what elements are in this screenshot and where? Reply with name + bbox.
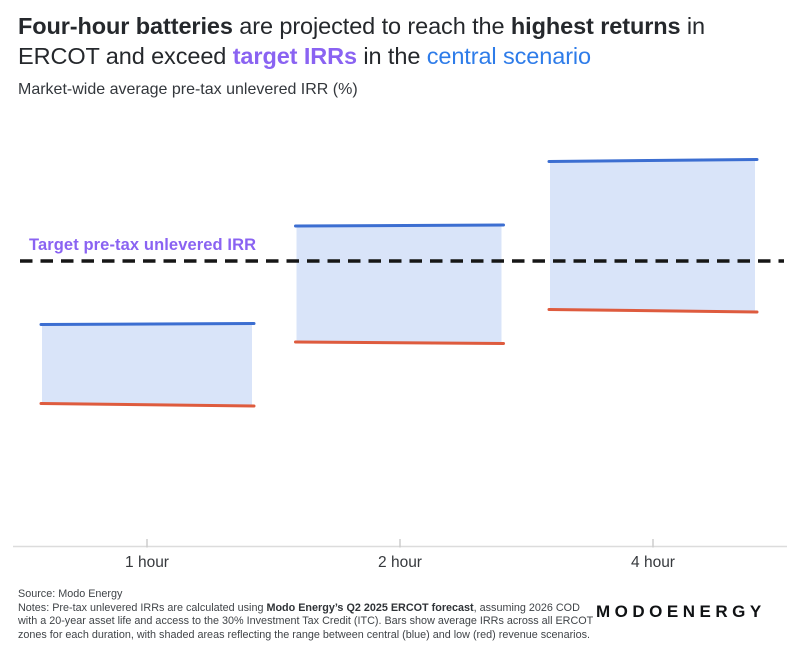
source-line: Source: Modo Energy — [18, 588, 123, 600]
low-scenario-line — [39, 402, 256, 408]
chart-subtitle: Market-wide average pre-tax unlevered IR… — [18, 81, 358, 98]
x-axis-label-1hour: 1 hour — [125, 554, 169, 571]
central-scenario-line — [547, 158, 759, 163]
text-segment: in the — [356, 42, 427, 69]
chart-footer: Source: Modo Energy Notes: Pre-tax unlev… — [18, 588, 596, 642]
text-segment: , assuming 2026 COD with a 20-year asset… — [18, 602, 594, 641]
range-band — [550, 159, 755, 312]
central-scenario-line — [294, 223, 505, 228]
modo-energy-logo: MODOENERGY — [596, 602, 766, 621]
x-axis-label-2hour: 2 hour — [378, 554, 422, 571]
central-scenario-line — [39, 322, 256, 326]
target-irr-label: Target pre-tax unlevered IRR — [29, 236, 257, 254]
title-line-2: ERCOT and exceed target IRRs in the cent… — [18, 42, 784, 72]
title-line-1: Four-hour batteries are projected to rea… — [18, 12, 784, 42]
text-segment: highest returns — [510, 13, 681, 39]
text-segment: central scenario — [426, 42, 592, 69]
text-segment: ERCOT and exceed — [18, 42, 233, 69]
text-segment: Modo Energy’s Q2 2025 ERCOT forecast — [266, 602, 474, 615]
range-band — [296, 225, 502, 344]
notes-text: Notes: Pre-tax unlevered IRRs are calcul… — [18, 602, 596, 642]
low-scenario-line — [547, 308, 759, 314]
text-segment: are projected to reach the — [232, 13, 511, 39]
text-segment: Four-hour batteries — [18, 13, 233, 39]
chart-title: Four-hour batteries are projected to rea… — [18, 12, 784, 71]
text-segment: Notes: Pre-tax unlevered IRRs are calcul… — [18, 602, 267, 615]
range-band — [42, 323, 252, 406]
text-segment: target IRRs — [232, 42, 357, 69]
chart-header: Four-hour batteries are projected to rea… — [18, 12, 784, 99]
low-scenario-line — [294, 340, 505, 345]
text-segment: in — [680, 13, 706, 39]
x-axis-label-4hour: 4 hour — [631, 554, 675, 571]
